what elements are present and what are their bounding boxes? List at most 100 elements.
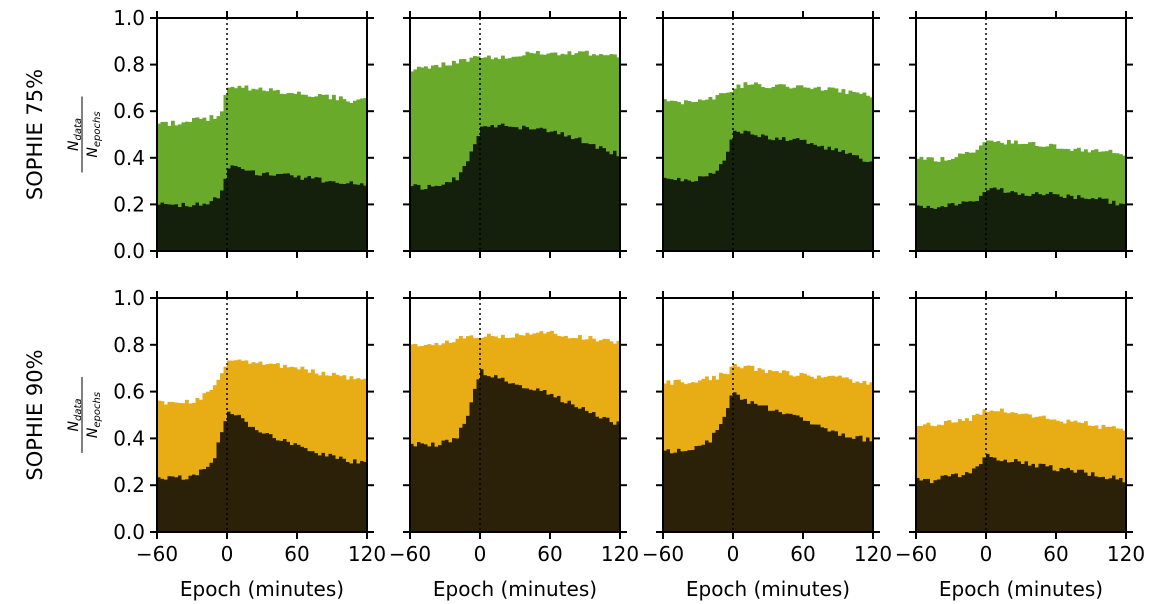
x-axis-title: Epoch (minutes) [433,577,597,601]
bar-inner [813,144,818,251]
ylabel-numerator: Ndata [66,118,84,151]
bar-inner [237,414,242,532]
bar-inner [188,206,193,251]
bar-total [304,94,308,251]
bar-inner [536,128,540,251]
bar-inner [413,446,418,532]
bar-inner [276,174,280,251]
bar-inner [1031,463,1036,532]
bar-total [947,420,952,532]
bar-inner [564,136,568,251]
bar-inner [827,431,832,532]
bar-inner [866,437,870,532]
row-label: SOPHIE 90% [23,349,47,480]
bar-inner [286,441,291,532]
bar-total [339,376,343,532]
y-tick-label: 0.8 [113,333,145,357]
bar-total [335,100,340,251]
bar-total [417,66,421,251]
plot-frame [156,297,368,533]
bar-inner [529,129,533,251]
bar-inner [926,205,931,251]
bar-inner [834,431,839,532]
bar-inner [803,139,807,251]
bar-total [346,101,350,252]
bar-inner [1024,461,1029,532]
bar-total [255,89,259,251]
bar-inner [663,177,667,251]
bar-total [427,344,432,532]
bar-inner [553,397,558,532]
bar-inner [862,441,867,532]
bar-inner [427,184,432,251]
bar-total [192,117,196,251]
bar-inner [789,140,793,251]
bar-inner [951,474,955,532]
bar-inner [761,134,765,251]
bar-inner [167,204,172,251]
bar-inner [708,172,713,251]
bar-total [202,393,207,532]
bar-inner [937,207,941,251]
bar-inner [616,421,621,532]
bar-inner [1028,465,1032,532]
bar-inner [736,131,741,251]
y-tick-label: 0.8 [113,53,145,77]
bar-inner [420,189,425,251]
bar-inner [996,189,1001,251]
bar-inner [557,134,561,251]
bar-inner [578,408,582,532]
plot-frame [409,297,621,533]
bar-inner [1077,195,1081,251]
bar-inner [602,148,607,251]
bar-inner [606,151,610,251]
bar-total [244,85,249,252]
bar-inner [311,451,315,532]
bar-inner [445,439,449,532]
bar-inner [185,479,189,532]
bar-inner [930,207,934,251]
bar-inner [838,151,842,251]
bar-inner [564,403,568,532]
bar-inner [951,202,955,251]
bar-inner [455,180,460,251]
bar-total [427,68,432,251]
bar-inner [768,410,772,532]
x-tick-label: −60 [642,542,684,566]
bar-inner [1021,193,1025,251]
bar-total [684,100,688,251]
bar-inner [972,468,976,532]
bar-total [459,59,463,251]
bar-inner [585,143,589,251]
y-tick-label: 0.2 [113,473,145,497]
bar-inner [293,443,298,532]
bar-inner [677,177,681,251]
x-tick-label: −60 [136,542,178,566]
ylabel-numerator-subscript: data [73,118,84,141]
bar-inner [188,475,193,532]
bar-inner [592,144,596,251]
x-tick-label: 120 [348,542,386,566]
bar-total [223,95,228,251]
bar-total [262,90,266,251]
bar-inner [705,440,709,532]
bar-total [448,65,453,251]
bar-inner [171,476,175,532]
bar-inner [567,400,572,532]
bar-total [410,71,414,251]
bar-inner [954,473,959,532]
bar-inner [494,375,498,532]
bar-inner [265,433,270,532]
bar-inner [466,415,470,532]
bar-inner [810,143,814,251]
bar-inner [916,205,920,251]
bar-total [680,104,685,251]
bar-total [307,96,312,251]
bar-inner [469,151,474,251]
bar-total [160,401,165,532]
bar-total [311,97,315,252]
bar-total [356,99,361,252]
bar-total [342,99,347,252]
bar-inner [164,479,168,532]
bar-total [466,61,470,251]
